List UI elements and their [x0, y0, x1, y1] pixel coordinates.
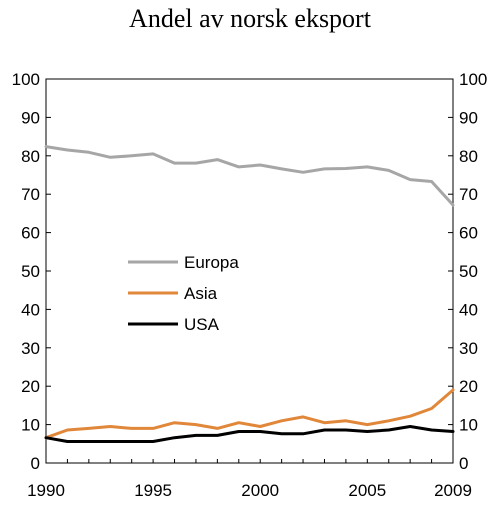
x-tick-label: 2000: [241, 481, 279, 500]
y-tick-label-left: 80: [21, 147, 40, 166]
chart-title: Andel av norsk eksport: [129, 4, 372, 33]
x-tick-label: 2009: [434, 481, 472, 500]
y-tick-label-left: 100: [12, 70, 40, 89]
y-tick-label-left: 10: [21, 416, 40, 435]
x-tick-label: 1995: [134, 481, 172, 500]
y-tick-label-left: 90: [21, 108, 40, 127]
y-tick-label-left: 20: [21, 377, 40, 396]
legend: Europa Asia USA: [128, 253, 239, 334]
y-tick-label-left: 60: [21, 224, 40, 243]
y-tick-label-right: 80: [459, 147, 478, 166]
y-tick-label-right: 20: [459, 377, 478, 396]
series-lines: [44, 145, 455, 443]
y-tick-label-right: 70: [459, 185, 478, 204]
y-tick-label-right: 30: [459, 339, 478, 358]
y-tick-label-left: 0: [31, 454, 40, 473]
axis-ticks: 0 0 10 10 20 20 30 30 40 40 50 50 60 60 70 70 80 80 90 90 10…: [12, 70, 488, 500]
x-tick-label: 1990: [27, 481, 65, 500]
plot-frame: [45, 78, 454, 464]
y-tick-label-right: 90: [459, 108, 478, 127]
y-tick-label-right: 40: [459, 300, 478, 319]
y-tick-label-left: 40: [21, 300, 40, 319]
legend-label-asia: Asia: [184, 284, 218, 303]
legend-label-europa: Europa: [184, 253, 239, 272]
y-tick-label-right: 100: [459, 70, 487, 89]
y-tick-label-left: 70: [21, 185, 40, 204]
legend-label-usa: USA: [184, 315, 220, 334]
y-tick-label-right: 50: [459, 262, 478, 281]
y-tick-label-right: 10: [459, 416, 478, 435]
x-tick-label: 2005: [348, 481, 386, 500]
y-tick-label-right: 0: [459, 454, 468, 473]
series-line-europa: [44, 145, 455, 207]
y-tick-label-left: 50: [21, 262, 40, 281]
series-line-asia: [44, 388, 455, 440]
y-tick-label-right: 60: [459, 224, 478, 243]
y-tick-label-left: 30: [21, 339, 40, 358]
series-line-usa: [44, 425, 455, 443]
